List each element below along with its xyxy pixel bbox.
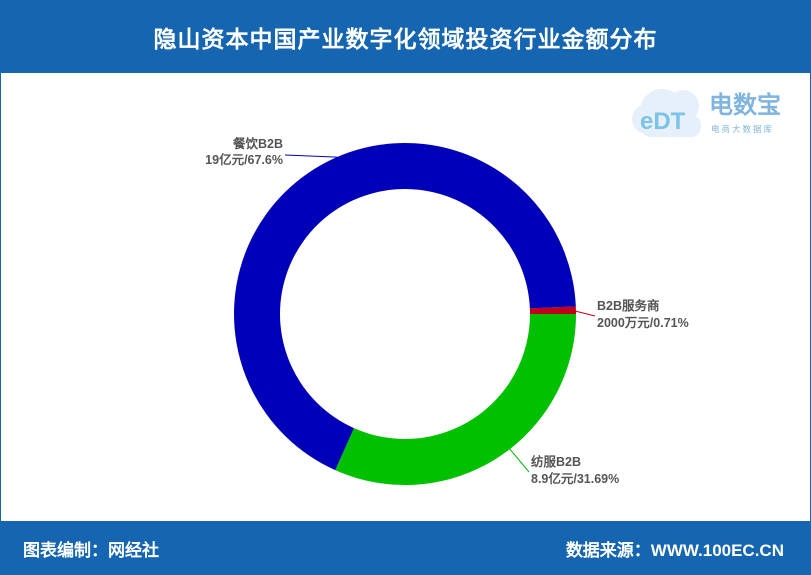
slice-fangfu (335, 314, 576, 485)
header-bar: 隐山资本中国产业数字化领域投资行业金额分布 (1, 1, 810, 73)
logo-mark: eDT (640, 108, 686, 135)
leader-line-canyin (284, 154, 338, 158)
cloud-icon (632, 89, 701, 137)
donut-chart: eDT 电数宝 电商大数据库 餐饮B2B 19亿元/67.6% B2B服务商 2… (205, 89, 781, 486)
leader-line-fangfu (508, 447, 530, 473)
logo-subtitle: 电商大数据库 (711, 124, 774, 134)
footer-bar: 图表编制：网经社 数据来源：WWW.100EC.CN (1, 521, 810, 574)
logo: eDT 电数宝 电商大数据库 (632, 89, 781, 137)
label-fuwushang-value: 2000万元/0.71% (597, 316, 689, 330)
label-canyin-value: 19亿元/67.6% (205, 152, 283, 167)
label-fuwushang-name: B2B服务商 (597, 298, 660, 313)
chart-title: 隐山资本中国产业数字化领域投资行业金额分布 (153, 26, 658, 52)
footer-source-editor: 图表编制：网经社 (23, 541, 159, 560)
label-canyin-name: 餐饮B2B (232, 136, 283, 151)
leader-line-fuwushang (571, 309, 596, 317)
footer-data-source: 数据来源：WWW.100EC.CN (565, 541, 784, 560)
label-fangfu-name: 纺服B2B (531, 454, 581, 469)
slice-fuwushang (529, 306, 576, 314)
label-fangfu-value: 8.9亿元/31.69% (531, 471, 619, 486)
leader-lines (284, 154, 596, 473)
donut-slices (234, 143, 576, 485)
logo-name: 电数宝 (709, 91, 781, 119)
